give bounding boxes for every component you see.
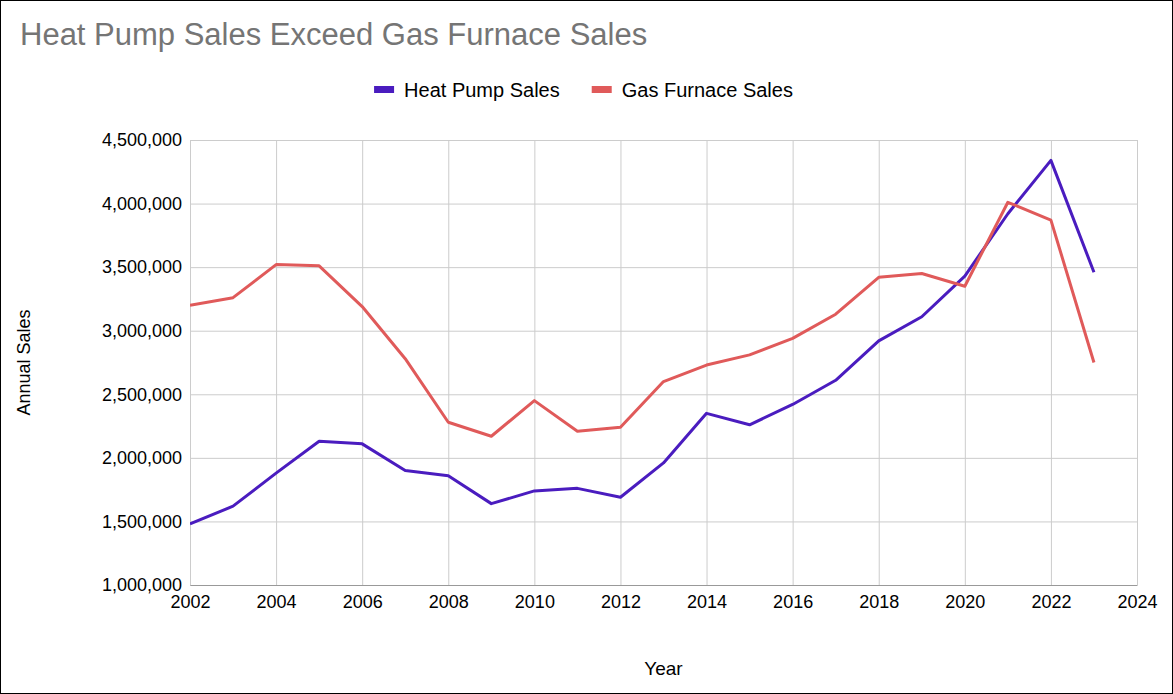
x-grid-line: [1051, 140, 1052, 585]
legend: Heat Pump Sales Gas Furnace Sales: [374, 79, 793, 101]
x-grid-line: [190, 140, 191, 585]
x-grid-line: [362, 140, 363, 585]
x-tick-label: 2022: [1031, 592, 1071, 612]
x-tick-label: 2020: [945, 592, 985, 612]
x-grid-line: [276, 140, 277, 585]
x-tick-label: 2018: [859, 592, 899, 612]
x-grid-line: [793, 140, 794, 585]
x-grid-line: [965, 140, 966, 585]
x-tick-label: 2002: [170, 592, 210, 612]
legend-item: Gas Furnace Sales: [592, 79, 793, 101]
y-grid-line: [190, 394, 1137, 395]
y-tick-label: 3,500,000: [102, 257, 182, 277]
x-grid-line: [879, 140, 880, 585]
y-tick-label: 1,500,000: [102, 512, 182, 532]
x-axis-title: Year: [644, 658, 683, 679]
x-tick-label: 2006: [343, 592, 383, 612]
y-tick-label: 3,000,000: [102, 321, 182, 341]
x-tick: 2016: [773, 140, 813, 612]
y-grid-line: [190, 458, 1137, 459]
series-line: [190, 160, 1094, 524]
x-tick-label: 2024: [1117, 592, 1157, 612]
x-axis-line: [191, 585, 1138, 586]
x-tick: 2006: [343, 140, 383, 612]
x-tick-label: 2016: [773, 592, 813, 612]
y-tick: 4,500,000: [102, 130, 1137, 150]
x-tick: 2022: [1031, 140, 1071, 612]
chart: Heat Pump Sales Exceed Gas Furnace Sales…: [0, 0, 1173, 694]
y-grid-line: [190, 140, 1137, 141]
legend-label: Heat Pump Sales: [404, 79, 560, 101]
frame: [1, 1, 1173, 694]
y-tick: 2,000,000: [102, 448, 1137, 468]
x-tick: 2010: [515, 140, 555, 612]
y-grid-line: [190, 585, 1137, 586]
y-grid-line: [190, 521, 1137, 522]
y-axis-line: [190, 141, 191, 586]
x-tick: 2020: [945, 140, 985, 612]
y-tick: 3,500,000: [102, 257, 1137, 277]
legend-swatch: [374, 86, 394, 93]
x-tick-label: 2012: [601, 592, 641, 612]
y-grid-line: [190, 267, 1137, 268]
x-tick: 2002: [170, 140, 210, 612]
x-axis: 2002 2004 2006 2008 2010 2012 2014 2016 2018 2020…: [170, 140, 1157, 612]
legend-swatch: [592, 86, 612, 93]
x-tick-label: 2004: [257, 592, 297, 612]
x-grid-line: [620, 140, 621, 585]
y-tick: 1,500,000: [102, 512, 1137, 532]
x-tick: 2008: [429, 140, 469, 612]
x-grid-line: [707, 140, 708, 585]
title: Heat Pump Sales Exceed Gas Furnace Sales: [20, 17, 647, 52]
y-grid-line: [190, 331, 1137, 332]
x-tick: 2004: [257, 140, 297, 612]
x-tick-label: 2010: [515, 592, 555, 612]
x-tick: 2024: [1117, 140, 1157, 612]
legend-label: Gas Furnace Sales: [622, 79, 793, 101]
x-tick: 2014: [687, 140, 727, 612]
lines: [190, 160, 1094, 524]
y-tick-label: 4,500,000: [102, 130, 182, 150]
x-tick: 2012: [601, 140, 641, 612]
legend-item: Heat Pump Sales: [374, 79, 560, 101]
x-tick: 2018: [859, 140, 899, 612]
x-grid-line: [448, 140, 449, 585]
y-tick: 2,500,000: [102, 385, 1137, 405]
y-axis: 1,000,0001,500,0002,000,0002,500,0003,00…: [102, 130, 1137, 595]
x-grid-line: [534, 140, 535, 585]
x-tick-label: 2008: [429, 592, 469, 612]
y-tick-label: 4,000,000: [102, 194, 182, 214]
x-grid-line: [1137, 140, 1138, 585]
y-tick: 3,000,000: [102, 321, 1137, 341]
y-axis-title: Annual Sales: [14, 309, 34, 415]
y-tick-label: 2,500,000: [102, 385, 182, 405]
y-grid-line: [190, 204, 1137, 205]
y-tick: 4,000,000: [102, 194, 1137, 214]
x-tick-label: 2014: [687, 592, 727, 612]
series-line: [190, 202, 1094, 436]
y-tick-label: 2,000,000: [102, 448, 182, 468]
plot: 1,000,0001,500,0002,000,0002,500,0003,00…: [102, 130, 1158, 612]
